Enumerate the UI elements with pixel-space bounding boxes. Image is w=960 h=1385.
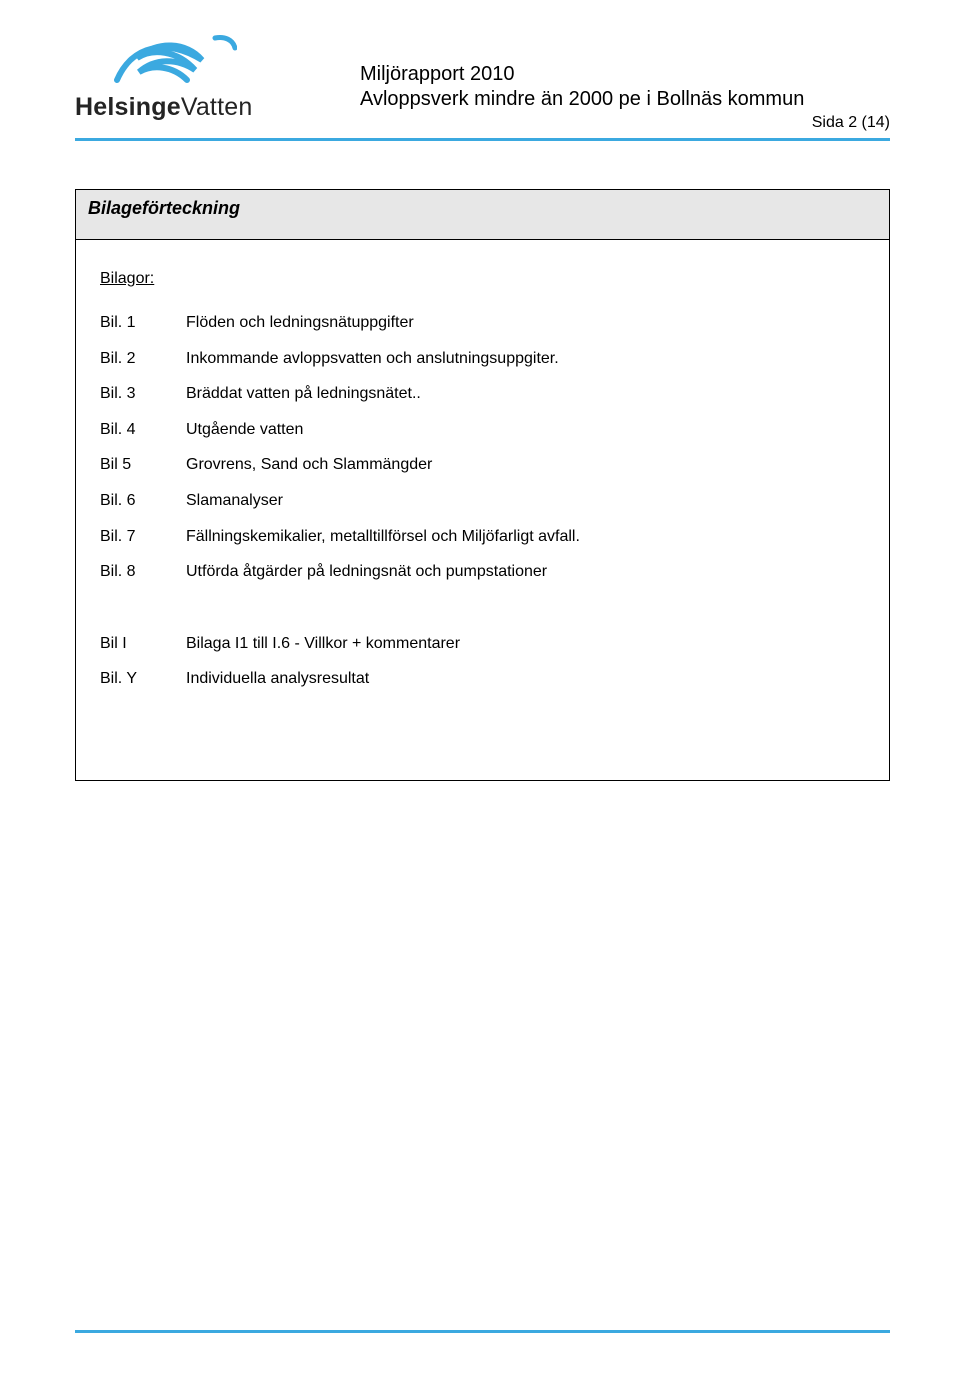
list-item: Bil. 2 Inkommande avloppsvatten och ansl… [100,348,865,370]
title-box: Bilageförteckning [75,189,890,240]
list-item: Bil. 1 Flöden och ledningsnätuppgifter [100,312,865,334]
item-desc: Individuella analysresultat [186,668,865,690]
item-desc: Inkommande avloppsvatten och anslutnings… [186,348,865,370]
list-item: Bil. 3 Bräddat vatten på ledningsnätet.. [100,383,865,405]
item-desc: Slamanalyser [186,490,865,512]
footer-rule [75,1330,890,1333]
item-label: Bil 5 [100,454,158,476]
item-desc: Bräddat vatten på ledningsnätet.. [186,383,865,405]
header-rule [75,138,890,141]
item-label: Bil. 8 [100,561,158,583]
item-label: Bil. 2 [100,348,158,370]
list-item: Bil. Y Individuella analysresultat [100,668,865,690]
item-label: Bil I [100,633,158,655]
logo-swirl-icon [107,30,237,90]
item-desc: Bilaga I1 till I.6 - Villkor + kommentar… [186,633,865,655]
header-text: Miljörapport 2010 Avloppsverk mindre än … [360,30,890,132]
item-desc: Flöden och ledningsnätuppgifter [186,312,865,334]
item-label: Bil. 4 [100,419,158,441]
item-label: Bil. Y [100,668,158,690]
item-label: Bil. 3 [100,383,158,405]
header-line-2: Avloppsverk mindre än 2000 pe i Bollnäs … [360,87,890,112]
logo-text-bold: Helsinge [75,93,181,121]
section-title: Bilageförteckning [88,198,877,219]
header: HelsingeVatten Miljörapport 2010 Avlopps… [75,30,890,132]
item-desc: Utgående vatten [186,419,865,441]
list-item: Bil. 4 Utgående vatten [100,419,865,441]
logo: HelsingeVatten [75,30,320,122]
list-item: Bil. 6 Slamanalyser [100,490,865,512]
list-gap [100,597,865,619]
item-label: Bil. 1 [100,312,158,334]
item-label: Bil. 7 [100,526,158,548]
list-item: Bil. 7 Fällningskemikalier, metalltillfö… [100,526,865,548]
list-item: Bil. 8 Utförda åtgärder på ledningsnät o… [100,561,865,583]
item-desc: Utförda åtgärder på ledningsnät och pump… [186,561,865,583]
page-number: Sida 2 (14) [360,114,890,132]
item-label: Bil. 6 [100,490,158,512]
content-frame: Bilagor: Bil. 1 Flöden och ledningsnätup… [75,240,890,781]
list-item: Bil I Bilaga I1 till I.6 - Villkor + kom… [100,633,865,655]
logo-text-light: Vatten [181,93,253,121]
footer-rule-wrap [75,1324,890,1333]
item-desc: Fällningskemikalier, metalltillförsel oc… [186,526,865,548]
header-line-1: Miljörapport 2010 [360,62,890,87]
attachment-list-a: Bil. 1 Flöden och ledningsnätuppgifter B… [100,312,865,690]
page: HelsingeVatten Miljörapport 2010 Avlopps… [0,0,960,1385]
list-item: Bil 5 Grovrens, Sand och Slammängder [100,454,865,476]
logo-wordmark: HelsingeVatten [75,93,320,122]
subheading: Bilagor: [100,270,865,288]
item-desc: Grovrens, Sand och Slammängder [186,454,865,476]
